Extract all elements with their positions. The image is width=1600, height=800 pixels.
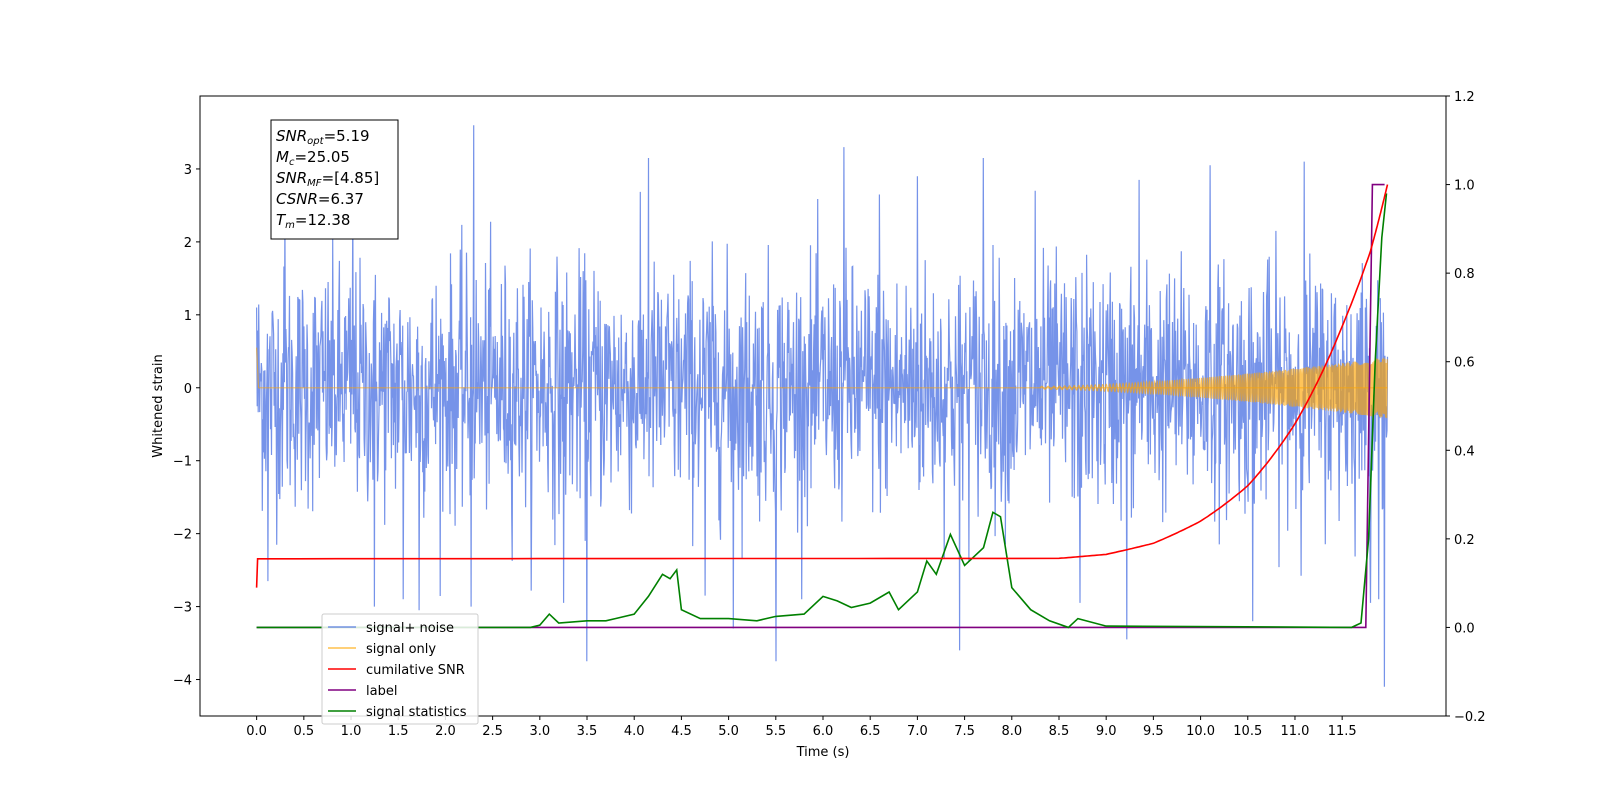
x-tick-label: 5.0 (718, 724, 739, 739)
y2-tick-label: 0.0 (1454, 621, 1475, 636)
y-tick-label: 1 (184, 309, 192, 324)
x-axis-label: Time (s) (796, 745, 850, 760)
x-tick-label: 1.0 (341, 724, 362, 739)
x-tick-label: 2.0 (435, 724, 456, 739)
x-tick-label: 6.5 (860, 724, 881, 739)
x-tick-label: 10.5 (1233, 724, 1262, 739)
legend-label: cumilative SNR (366, 663, 465, 678)
axes: 0.0 0.5 1.0 1.5 2.0 2.5 3.0 3.5 4.0 4.5 5.0 5.5 6.0 6… (173, 90, 1486, 739)
y-tick-label: 2 (184, 236, 192, 251)
y2-tick-label: 0.2 (1454, 533, 1475, 548)
y-tick-label: 3 (184, 163, 192, 178)
x-tick-label: 0.5 (293, 724, 314, 739)
annotation-box: SNRopt=5.19Mc=25.05SNRMF=[4.85]CSNR=6.37… (270, 119, 399, 240)
series-line-label (256, 183, 1385, 629)
legend-label: signal+ noise (366, 621, 454, 636)
x-tick-label: 5.5 (765, 724, 786, 739)
legend: signal+ noise signal only cumilative SNR la… (321, 613, 479, 725)
x-tick-label: 7.0 (907, 724, 928, 739)
legend-label: label (366, 684, 397, 699)
x-tick-label: 9.5 (1143, 724, 1164, 739)
annotation-mc: Mc=25.05 (276, 148, 350, 168)
series-line-cumulative-snr (255, 184, 1389, 588)
annotation-box-frame (270, 119, 399, 240)
annotation-snr-mf: SNRMF=[4.85] (276, 169, 379, 189)
y2-tick-label: −0.2 (1454, 710, 1486, 725)
plot-area (255, 125, 1389, 687)
series-line-signal-statistics (256, 193, 1388, 629)
x-tick-label: 2.5 (482, 724, 503, 739)
x-tick-label: 10.0 (1186, 724, 1215, 739)
annotation-tm: Tm=12.38 (276, 211, 350, 231)
y2-tick-label: 0.8 (1454, 267, 1475, 282)
legend-label: signal only (366, 642, 436, 657)
x-tick-label: 7.5 (954, 724, 975, 739)
legend-label: signal statistics (366, 705, 467, 720)
x-tick-label: 11.5 (1328, 724, 1357, 739)
y2-tick-label: 1.0 (1454, 179, 1475, 194)
legend-frame (321, 613, 479, 725)
x-tick-label: 11.0 (1280, 724, 1309, 739)
y-tick-label: −4 (173, 674, 192, 689)
x-tick-label: 6.0 (813, 724, 834, 739)
annotation-csnr: CSNR=6.37 (276, 190, 364, 208)
y-tick-label: −3 (173, 601, 192, 616)
x-tick-label: 9.0 (1096, 724, 1117, 739)
annotation-snr-opt: SNRopt=5.19 (276, 127, 370, 147)
x-tick-label: 1.5 (388, 724, 409, 739)
y2-tick-label: 0.4 (1454, 444, 1475, 459)
y-tick-label: −2 (173, 528, 192, 543)
x-tick-label: 3.5 (577, 724, 598, 739)
plot-clip-group (255, 125, 1389, 687)
y-axis-label: Whitened strain (151, 354, 166, 457)
x-tick-label: 8.0 (1001, 724, 1022, 739)
x-tick-label: 0.0 (246, 724, 267, 739)
x-tick-label: 8.5 (1049, 724, 1070, 739)
y2-tick-label: 0.6 (1454, 356, 1475, 371)
y2-tick-label: 1.2 (1454, 90, 1475, 105)
x-tick-label: 4.5 (671, 724, 692, 739)
series-line-signal-chirp (1039, 357, 1389, 419)
y-tick-label: 0 (184, 382, 192, 397)
x-tick-label: 3.0 (529, 724, 550, 739)
y-tick-label: −1 (173, 455, 192, 470)
x-tick-label: 4.0 (624, 724, 645, 739)
